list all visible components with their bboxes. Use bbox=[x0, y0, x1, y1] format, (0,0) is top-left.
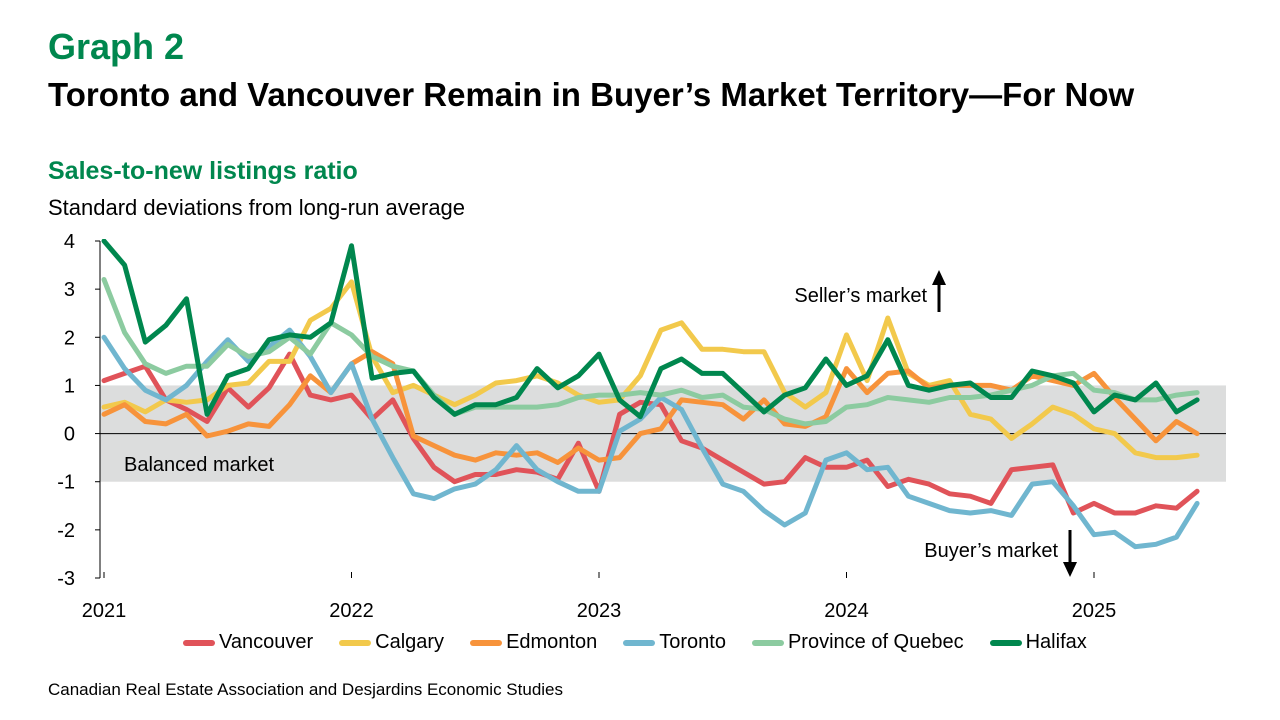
legend-swatch bbox=[623, 639, 656, 646]
legend: Vancouver Calgary Edmonton Toronto Province … bbox=[183, 631, 1113, 654]
y-tick-label: -3 bbox=[57, 568, 75, 590]
up-arrow-icon bbox=[932, 270, 946, 285]
x-tick-label: 2024 bbox=[824, 600, 869, 622]
chart-title: Toronto and Vancouver Remain in Buyer’s … bbox=[48, 76, 1135, 113]
legend-label: Edmonton bbox=[506, 631, 598, 653]
series-layer bbox=[101, 239, 1200, 550]
axes: 4 3 2 1 0 -1 -2 -3 2021 2022 2023 2024 2025 bbox=[57, 231, 1226, 622]
annotation-layer: Seller’s market Buyer’s market bbox=[794, 270, 1077, 577]
y-tick-label: -1 bbox=[57, 472, 75, 494]
balanced-market-label: Balanced market bbox=[124, 454, 275, 476]
buyers-market-label: Buyer’s market bbox=[924, 540, 1058, 562]
legend-label: Vancouver bbox=[219, 631, 314, 653]
y-axis-description: Standard deviations from long-run averag… bbox=[48, 195, 466, 220]
source-note: Canadian Real Estate Association and Des… bbox=[48, 680, 564, 699]
legend-swatch bbox=[751, 639, 784, 646]
y-tick-label: -2 bbox=[57, 520, 75, 542]
legend-item: Edmonton bbox=[470, 631, 597, 654]
x-tick-label: 2022 bbox=[329, 600, 374, 622]
legend-item: Vancouver bbox=[183, 631, 313, 654]
graph-label: Graph 2 bbox=[48, 26, 185, 67]
x-tick-label: 2021 bbox=[82, 600, 127, 622]
legend-label: Halifax bbox=[1025, 631, 1087, 653]
series-line-calgary bbox=[101, 279, 1200, 461]
legend-item: Halifax bbox=[989, 631, 1087, 654]
legend-item: Toronto bbox=[623, 631, 726, 654]
legend-swatch bbox=[470, 639, 503, 646]
chart-subtitle: Sales-to-new listings ratio bbox=[48, 157, 358, 185]
y-tick-label: 0 bbox=[64, 424, 75, 446]
series-line-toronto bbox=[101, 327, 1200, 550]
legend-swatch bbox=[183, 639, 215, 646]
x-tick-label: 2025 bbox=[1072, 600, 1117, 622]
legend-label: Toronto bbox=[659, 631, 726, 653]
legend-label: Calgary bbox=[375, 631, 445, 653]
legend-swatch bbox=[339, 639, 372, 646]
y-tick-label: 3 bbox=[64, 279, 75, 301]
legend-item: Province of Quebec bbox=[751, 631, 964, 654]
y-tick-label: 1 bbox=[64, 375, 75, 397]
y-tick-label: 2 bbox=[64, 327, 75, 349]
x-tick-label: 2023 bbox=[577, 600, 622, 622]
legend-item: Calgary bbox=[339, 631, 444, 654]
y-tick-label: 4 bbox=[64, 231, 75, 253]
legend-swatch bbox=[989, 639, 1022, 646]
down-arrow-icon bbox=[1063, 562, 1077, 577]
legend-label: Province of Quebec bbox=[787, 631, 964, 653]
series-line-halifax bbox=[101, 239, 1200, 420]
sellers-market-label: Seller’s market bbox=[794, 285, 927, 307]
